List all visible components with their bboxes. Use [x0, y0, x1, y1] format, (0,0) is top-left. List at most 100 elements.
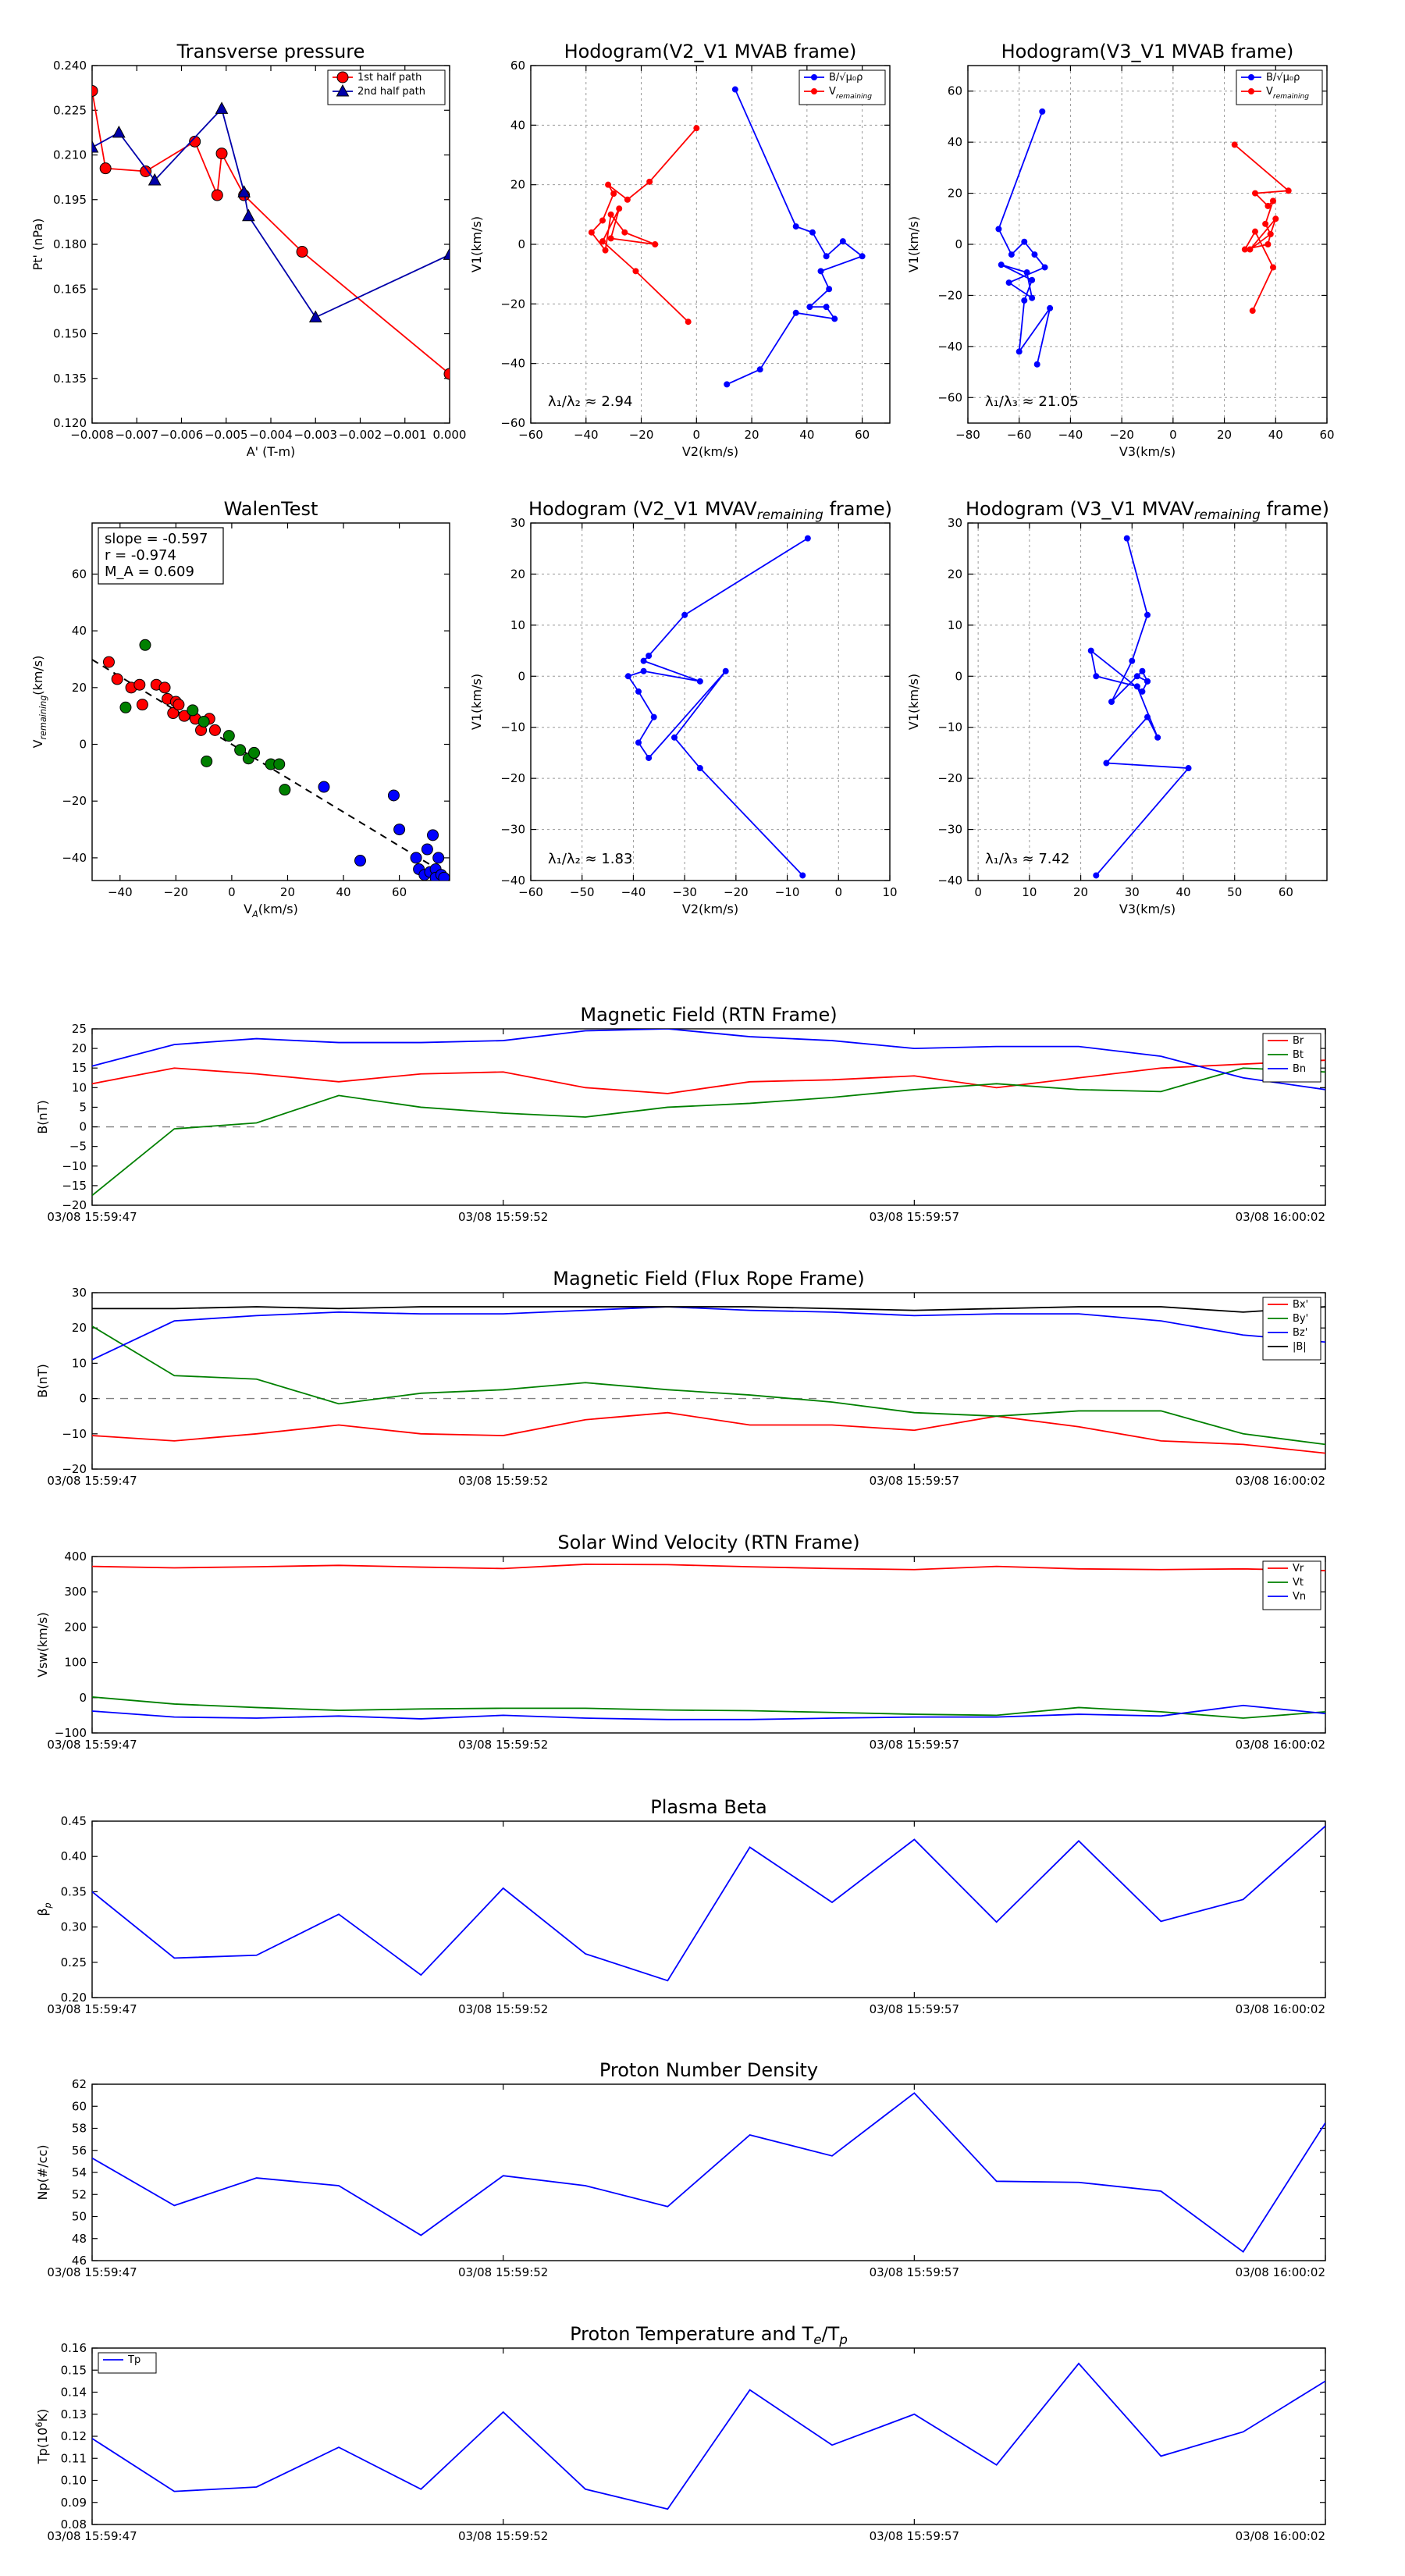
chart-title: Hodogram(V3_V1 MVAB frame)	[1001, 41, 1294, 62]
data-point-s0	[208, 724, 221, 736]
y-tick-label: −40	[62, 851, 87, 865]
data-point-s0	[1093, 673, 1100, 680]
series-line-0	[92, 2092, 1325, 2253]
chart-p8: 03/08 15:59:47 03/08 15:59:52 03/08 15:59:…	[35, 1268, 1326, 1488]
y-tick-label: −20	[62, 794, 87, 808]
chart-title: WalenTest	[224, 498, 318, 520]
data-point-s1	[201, 755, 213, 767]
data-point-s0	[1133, 673, 1140, 680]
data-point-s0	[696, 765, 703, 772]
legend-marker	[336, 84, 350, 97]
x-tick-label: 03/08 15:59:47	[47, 1738, 137, 1752]
x-tick-label: −0.004	[249, 428, 293, 442]
chart-p1: −0.008 −0.007 −0.006 −0.005 −0.004 −0.003 −0.0…	[30, 41, 466, 459]
y-tick-label: 10	[510, 618, 525, 632]
y-tick-label: 15	[72, 1061, 87, 1075]
y-tick-label: 0.45	[61, 1814, 87, 1828]
plot-marks	[92, 2092, 1325, 2253]
y-axis-label: Vsw(km/s)	[35, 1612, 50, 1677]
x-tick-label: −20	[1109, 428, 1134, 442]
data-point-s1	[1241, 246, 1248, 253]
x-tick-label: −60	[518, 428, 543, 442]
data-point-s0	[1103, 760, 1110, 767]
y-axis-label: Pt' (nPa)	[30, 219, 45, 271]
stat-line: r = -0.974	[105, 547, 176, 564]
y-tick-label: −40	[500, 873, 525, 888]
chart-title: Hodogram(V2_V1 MVAB frame)	[564, 41, 857, 62]
data-point-s1	[215, 101, 229, 114]
data-point-s1	[197, 715, 210, 728]
y-tick-label: −40	[937, 340, 962, 354]
series-line-0	[92, 2362, 1325, 2510]
data-point-s1	[308, 310, 322, 323]
eigenvalue-ratio: λ₁/λ₂ ≈ 1.83	[548, 851, 632, 867]
data-point-s0	[1144, 611, 1151, 618]
data-point-s0	[635, 688, 642, 695]
y-axis-label: Vremaining(km/s)	[30, 656, 48, 749]
data-point-s1	[222, 730, 235, 742]
series-line-1	[92, 107, 450, 318]
chart-p6: 0 10 20 30 40 50 60 −40 −30 −20 −10 0 10 20 30 Hodogram…	[906, 498, 1329, 916]
data-point-s0	[823, 304, 830, 311]
data-point-s1	[443, 247, 450, 260]
data-point-s0	[92, 84, 98, 97]
y-tick-label: 30	[948, 516, 962, 530]
data-point-s0	[696, 678, 703, 685]
x-tick-label: 10	[882, 885, 897, 899]
data-point-s0	[859, 253, 866, 260]
data-point-s1	[1252, 190, 1258, 197]
data-point-s1	[242, 208, 255, 222]
data-point-s0	[724, 381, 731, 388]
plot-area	[91, 2347, 1326, 2525]
data-point-s1	[610, 190, 617, 197]
data-point-s2	[387, 789, 400, 802]
x-tick-label: −40	[621, 885, 646, 899]
y-axis-label: V1(km/s)	[906, 216, 921, 272]
x-tick-label: 03/08 16:00:02	[1236, 2002, 1325, 2016]
series-line-2	[92, 1704, 1325, 1720]
x-tick-label: 03/08 15:59:47	[47, 2529, 137, 2543]
data-point-s1	[92, 140, 99, 153]
chart-p11: 03/08 15:59:47 03/08 15:59:52 03/08 15:59:…	[35, 2059, 1326, 2279]
y-tick-label: −20	[937, 288, 962, 302]
y-tick-label: 52	[72, 2187, 87, 2201]
series-line-1	[92, 1325, 1325, 1446]
y-tick-label: 0.240	[53, 59, 87, 73]
x-tick-label: 03/08 15:59:52	[458, 2529, 548, 2543]
data-point-s1	[1262, 220, 1269, 227]
eigenvalue-ratio: λ₁/λ₂ ≈ 2.94	[548, 393, 632, 410]
data-point-s1	[652, 241, 659, 247]
data-point-s1	[112, 125, 126, 138]
x-axis-label: V2(km/s)	[682, 902, 738, 916]
x-tick-label: −0.008	[70, 428, 114, 442]
data-point-s1	[273, 758, 286, 770]
data-point-s0	[671, 734, 678, 741]
data-point-s0	[167, 707, 180, 720]
x-tick-label: 03/08 15:59:47	[47, 2002, 137, 2016]
x-tick-label: 03/08 15:59:52	[458, 1474, 548, 1488]
x-tick-label: 0	[974, 885, 982, 899]
legend-marker	[811, 74, 817, 80]
data-point-s0	[646, 653, 653, 660]
y-tick-label: 10	[72, 1080, 87, 1094]
y-tick-label: 30	[510, 516, 525, 530]
x-tick-label: 60	[855, 428, 870, 442]
data-point-s2	[354, 855, 366, 867]
y-tick-label: 5	[79, 1100, 87, 1114]
chart-p2: −60 −40 −20 0 20 40 60 −60 −40 −20 0 20 40 60 Hodogram…	[469, 41, 891, 459]
legend-label: Vremaining	[829, 86, 872, 101]
x-tick-label: 20	[280, 885, 295, 899]
x-axis-label: VA(km/s)	[244, 902, 298, 920]
data-point-s0	[681, 611, 688, 618]
y-tick-label: 40	[72, 624, 87, 638]
x-tick-label: −40	[108, 885, 133, 899]
y-tick-label: 0.225	[53, 103, 87, 117]
y-tick-label: −20	[62, 1462, 87, 1476]
legend: Vr Vt Vn	[1262, 1560, 1321, 1610]
y-tick-label: 60	[510, 59, 525, 73]
plot-marks	[92, 2362, 1325, 2510]
y-tick-label: 20	[510, 567, 525, 581]
legend-label: 2nd half path	[357, 86, 425, 98]
legend-label: Br	[1293, 1035, 1304, 1047]
data-point-s0	[1108, 699, 1115, 705]
